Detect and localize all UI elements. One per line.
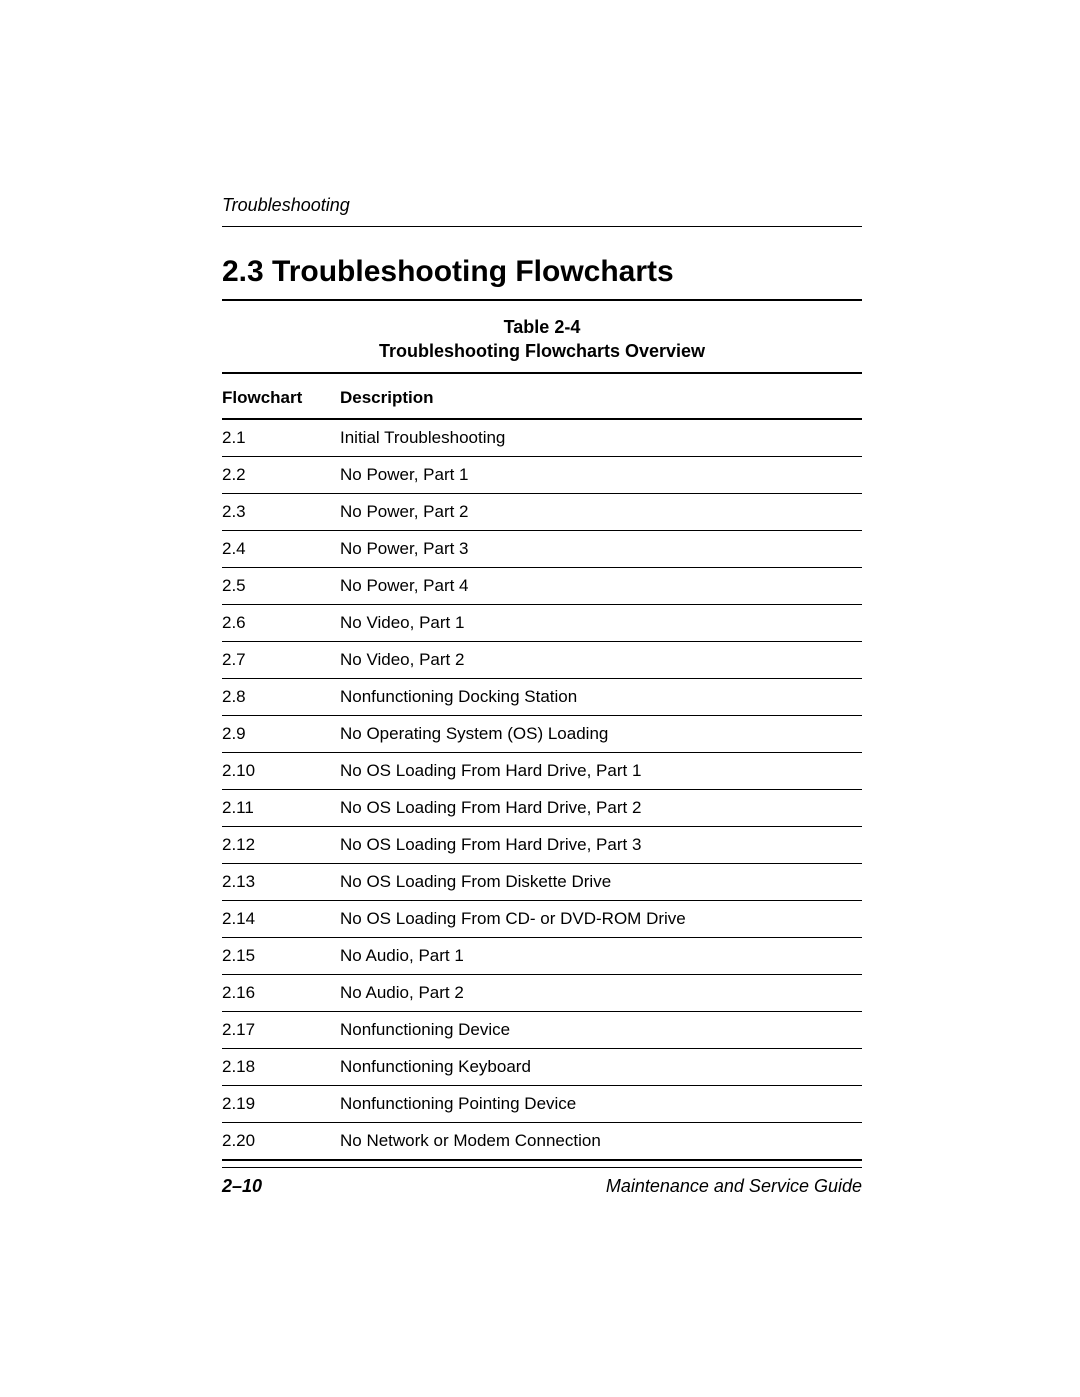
cell-flowchart: 2.16 bbox=[222, 974, 340, 1011]
column-header-flowchart: Flowchart bbox=[222, 374, 340, 419]
cell-flowchart: 2.11 bbox=[222, 789, 340, 826]
cell-flowchart: 2.12 bbox=[222, 826, 340, 863]
cell-description: No Video, Part 1 bbox=[340, 604, 862, 641]
cell-flowchart: 2.2 bbox=[222, 456, 340, 493]
cell-description: No Network or Modem Connection bbox=[340, 1122, 862, 1160]
cell-flowchart: 2.14 bbox=[222, 900, 340, 937]
footer-book-title: Maintenance and Service Guide bbox=[606, 1176, 862, 1197]
column-header-description: Description bbox=[340, 374, 862, 419]
cell-flowchart: 2.7 bbox=[222, 641, 340, 678]
cell-flowchart: 2.8 bbox=[222, 678, 340, 715]
cell-flowchart: 2.10 bbox=[222, 752, 340, 789]
cell-description: No Audio, Part 1 bbox=[340, 937, 862, 974]
table-row: 2.13No OS Loading From Diskette Drive bbox=[222, 863, 862, 900]
running-head-rule bbox=[222, 226, 862, 227]
table-row: 2.2No Power, Part 1 bbox=[222, 456, 862, 493]
cell-description: No Power, Part 1 bbox=[340, 456, 862, 493]
table-row: 2.3No Power, Part 2 bbox=[222, 493, 862, 530]
cell-flowchart: 2.5 bbox=[222, 567, 340, 604]
cell-flowchart: 2.19 bbox=[222, 1085, 340, 1122]
cell-description: No OS Loading From Diskette Drive bbox=[340, 863, 862, 900]
cell-flowchart: 2.1 bbox=[222, 419, 340, 457]
cell-description: No Audio, Part 2 bbox=[340, 974, 862, 1011]
table-row: 2.20No Network or Modem Connection bbox=[222, 1122, 862, 1160]
table-row: 2.14No OS Loading From CD- or DVD-ROM Dr… bbox=[222, 900, 862, 937]
table-caption-line1: Table 2-4 bbox=[504, 317, 581, 337]
cell-description: No OS Loading From CD- or DVD-ROM Drive bbox=[340, 900, 862, 937]
cell-description: No OS Loading From Hard Drive, Part 3 bbox=[340, 826, 862, 863]
cell-description: Nonfunctioning Pointing Device bbox=[340, 1085, 862, 1122]
cell-flowchart: 2.17 bbox=[222, 1011, 340, 1048]
table-row: 2.11No OS Loading From Hard Drive, Part … bbox=[222, 789, 862, 826]
cell-flowchart: 2.4 bbox=[222, 530, 340, 567]
footer-rule bbox=[222, 1167, 862, 1168]
cell-description: Nonfunctioning Keyboard bbox=[340, 1048, 862, 1085]
table-row: 2.10No OS Loading From Hard Drive, Part … bbox=[222, 752, 862, 789]
table-caption-line2: Troubleshooting Flowcharts Overview bbox=[379, 341, 705, 361]
cell-description: No Video, Part 2 bbox=[340, 641, 862, 678]
table-row: 2.18Nonfunctioning Keyboard bbox=[222, 1048, 862, 1085]
cell-flowchart: 2.18 bbox=[222, 1048, 340, 1085]
cell-description: No Operating System (OS) Loading bbox=[340, 715, 862, 752]
flowcharts-table: Flowchart Description 2.1Initial Trouble… bbox=[222, 374, 862, 1161]
table-row: 2.6No Video, Part 1 bbox=[222, 604, 862, 641]
table-header-row: Flowchart Description bbox=[222, 374, 862, 419]
table-row: 2.7No Video, Part 2 bbox=[222, 641, 862, 678]
cell-flowchart: 2.13 bbox=[222, 863, 340, 900]
table-row: 2.5No Power, Part 4 bbox=[222, 567, 862, 604]
table-row: 2.9No Operating System (OS) Loading bbox=[222, 715, 862, 752]
table-row: 2.15No Audio, Part 1 bbox=[222, 937, 862, 974]
table-row: 2.12No OS Loading From Hard Drive, Part … bbox=[222, 826, 862, 863]
cell-description: Nonfunctioning Docking Station bbox=[340, 678, 862, 715]
cell-description: No Power, Part 3 bbox=[340, 530, 862, 567]
section-title-rule bbox=[222, 299, 862, 301]
table-row: 2.8Nonfunctioning Docking Station bbox=[222, 678, 862, 715]
cell-description: Initial Troubleshooting bbox=[340, 419, 862, 457]
document-page: Troubleshooting 2.3 Troubleshooting Flow… bbox=[0, 0, 1080, 1397]
cell-description: No Power, Part 2 bbox=[340, 493, 862, 530]
cell-description: No OS Loading From Hard Drive, Part 1 bbox=[340, 752, 862, 789]
footer-page-number: 2–10 bbox=[222, 1176, 262, 1197]
running-head: Troubleshooting bbox=[222, 195, 862, 216]
cell-flowchart: 2.6 bbox=[222, 604, 340, 641]
table-caption: Table 2-4 Troubleshooting Flowcharts Ove… bbox=[222, 315, 862, 364]
table-row: 2.17Nonfunctioning Device bbox=[222, 1011, 862, 1048]
cell-flowchart: 2.15 bbox=[222, 937, 340, 974]
cell-flowchart: 2.9 bbox=[222, 715, 340, 752]
section-title: 2.3 Troubleshooting Flowcharts bbox=[222, 255, 862, 289]
cell-flowchart: 2.3 bbox=[222, 493, 340, 530]
cell-description: No Power, Part 4 bbox=[340, 567, 862, 604]
table-row: 2.1Initial Troubleshooting bbox=[222, 419, 862, 457]
table-row: 2.16No Audio, Part 2 bbox=[222, 974, 862, 1011]
page-footer: 2–10 Maintenance and Service Guide bbox=[222, 1167, 862, 1197]
footer-row: 2–10 Maintenance and Service Guide bbox=[222, 1176, 862, 1197]
table-row: 2.4No Power, Part 3 bbox=[222, 530, 862, 567]
table-row: 2.19Nonfunctioning Pointing Device bbox=[222, 1085, 862, 1122]
cell-flowchart: 2.20 bbox=[222, 1122, 340, 1160]
cell-description: Nonfunctioning Device bbox=[340, 1011, 862, 1048]
cell-description: No OS Loading From Hard Drive, Part 2 bbox=[340, 789, 862, 826]
